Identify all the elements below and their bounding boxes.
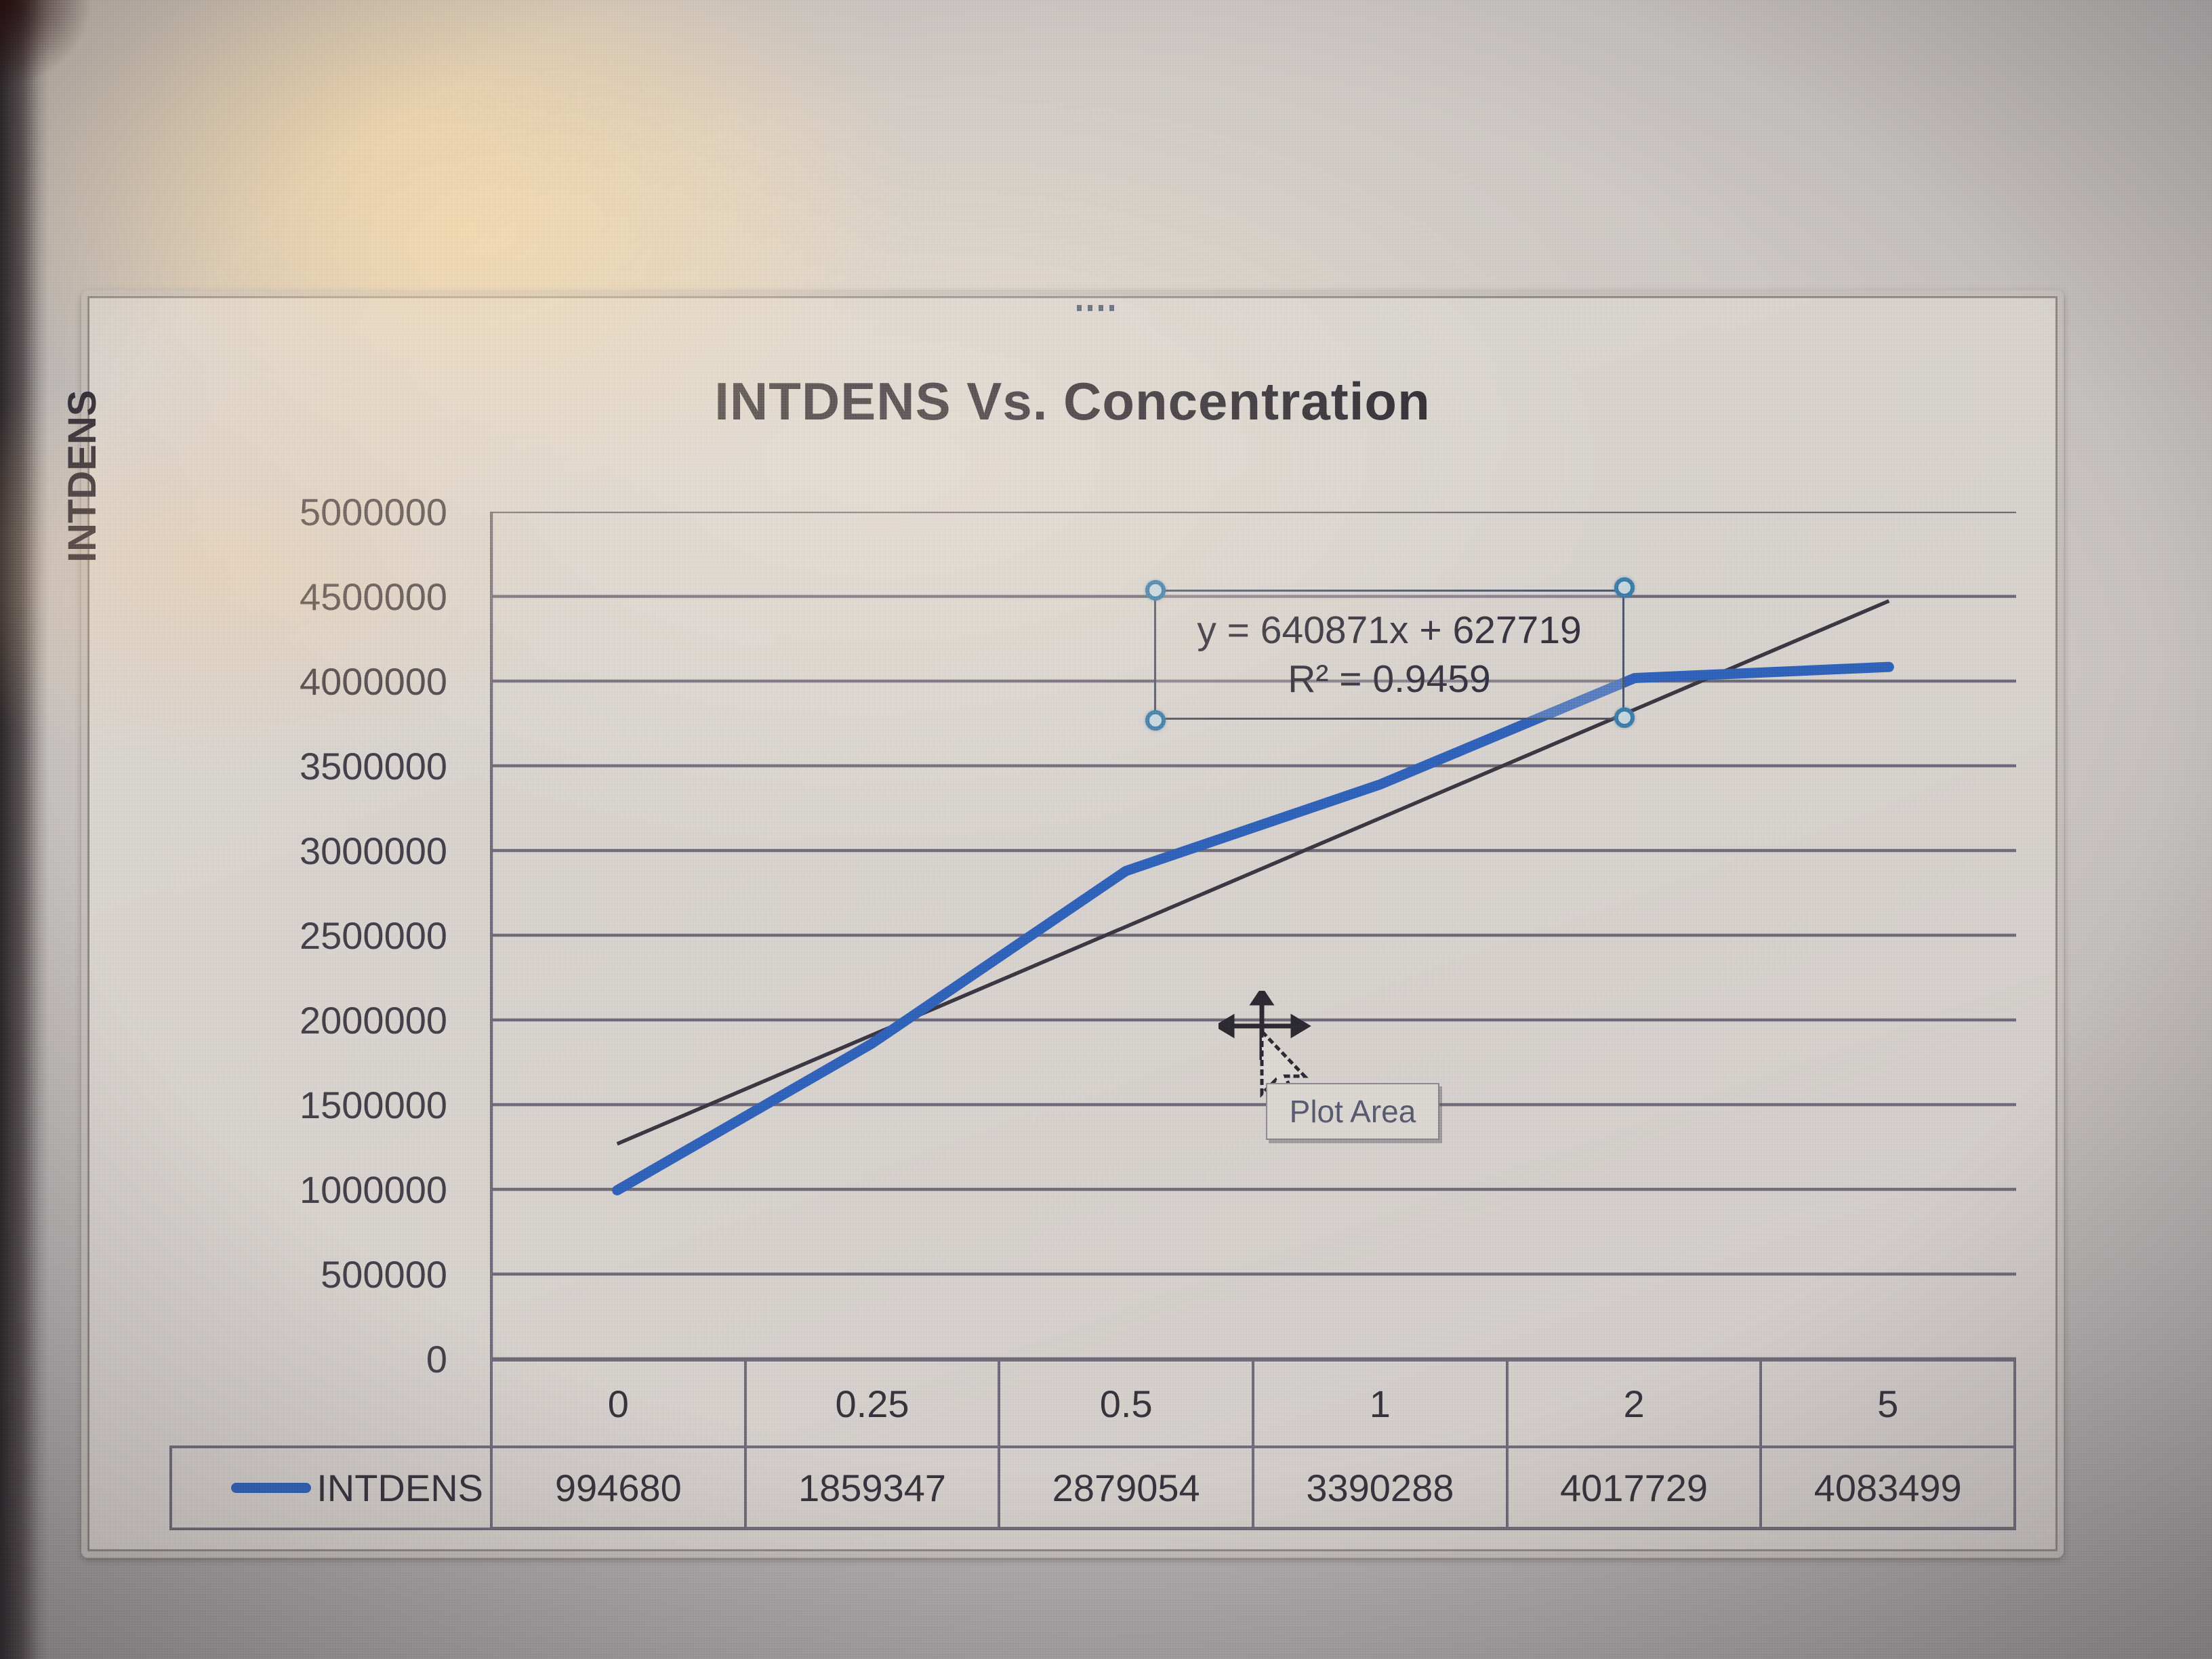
category-label-cell: 0.25: [743, 1361, 998, 1446]
y-axis-tick-label: 1000000: [299, 1168, 447, 1211]
y-axis-tick-label: 3500000: [299, 745, 447, 787]
category-label-cell: 0.5: [998, 1361, 1252, 1446]
data-table-category-row[interactable]: 0 0.25 0.5 1 2 5: [490, 1359, 2017, 1446]
y-axis-tick-label: 500000: [321, 1253, 447, 1296]
chart-title[interactable]: INTDENS Vs. Concentration: [714, 371, 1431, 431]
series-value-cell: 2879054: [998, 1448, 1252, 1527]
y-axis-tick-label: 2000000: [299, 999, 447, 1042]
chart-selection-handle[interactable]: [1077, 305, 1114, 311]
legend[interactable]: INTDENS: [169, 1446, 490, 1530]
y-axis-tick-label: 4500000: [299, 575, 447, 618]
resize-handle-top-left[interactable]: [1145, 580, 1166, 600]
category-label-cell: 0: [490, 1361, 744, 1446]
plot-area-tooltip: Plot Area: [1266, 1083, 1439, 1140]
resize-handle-bottom-left[interactable]: [1145, 710, 1166, 731]
series-value-cell: 994680: [490, 1448, 744, 1527]
category-label-cell: 1: [1252, 1361, 1506, 1446]
category-label-cell: 5: [1759, 1361, 2017, 1446]
screen-edge-shadow: [0, 0, 49, 1659]
series-value-cell: 4083499: [1759, 1448, 2017, 1527]
series-value-cell: 4017729: [1505, 1448, 1760, 1527]
plot-area-tooltip-text: Plot Area: [1289, 1094, 1416, 1129]
y-axis-tick-label: 4000000: [299, 660, 447, 703]
screen-corner-shadow: [0, 0, 136, 129]
series-value-cell: 3390288: [1252, 1448, 1506, 1527]
y-axis-tick-label: 0: [426, 1338, 447, 1380]
y-axis-tick-label: 2500000: [299, 914, 447, 957]
series-value-cell: 1859347: [743, 1448, 998, 1527]
y-axis-tick-label: 3000000: [299, 830, 447, 872]
y-axis-tick-label: 5000000: [299, 491, 447, 533]
y-axis-tick-label: 1500000: [299, 1084, 447, 1126]
trendline-r-squared-text: R² = 0.9459: [1288, 657, 1491, 701]
category-label-cell: 2: [1505, 1361, 1760, 1446]
series-line-swatch-icon: [231, 1483, 312, 1493]
trendline-equation-label[interactable]: y = 640871x + 627719 R² = 0.9459: [1154, 590, 1624, 720]
resize-handle-bottom-right[interactable]: [1614, 708, 1635, 728]
trendline-equation-text: y = 640871x + 627719: [1197, 609, 1582, 652]
y-axis-title[interactable]: INTDENS: [60, 390, 104, 562]
legend-series-name: INTDENS: [316, 1467, 483, 1509]
resize-handle-top-right[interactable]: [1614, 577, 1635, 598]
data-table-value-row[interactable]: 994680 1859347 2879054 3390288 4017729 408349…: [490, 1446, 2017, 1530]
